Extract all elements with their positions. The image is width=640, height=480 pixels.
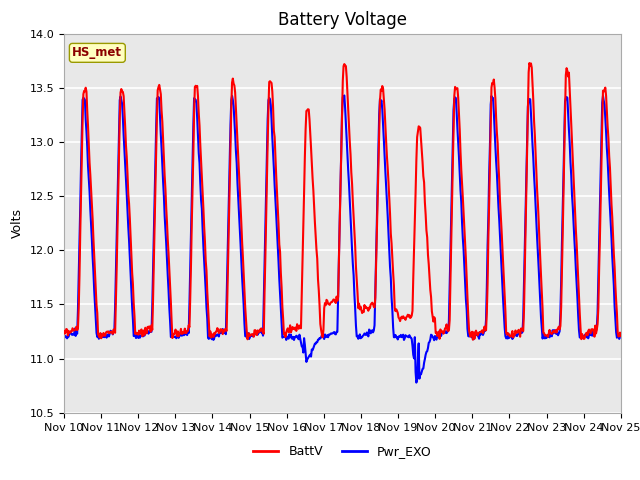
BattV [184, 328, 192, 334]
BattV [410, 247, 418, 253]
BattV [214, 325, 221, 331]
BattV [525, 60, 533, 66]
Pwr_EXO [413, 380, 420, 385]
BattV [127, 252, 135, 258]
Pwr_EXO [184, 327, 192, 333]
Pwr_EXO [428, 332, 436, 338]
Line: Pwr_EXO: Pwr_EXO [64, 96, 621, 383]
Y-axis label: Volts: Volts [11, 208, 24, 238]
Pwr_EXO [60, 335, 68, 340]
Pwr_EXO [70, 332, 78, 337]
Title: Battery Voltage: Battery Voltage [278, 11, 407, 29]
BattV [617, 333, 625, 339]
BattV [70, 328, 78, 334]
Pwr_EXO [411, 334, 419, 340]
BattV [426, 287, 434, 293]
Line: BattV: BattV [64, 63, 621, 340]
Pwr_EXO [340, 93, 348, 98]
Pwr_EXO [617, 332, 625, 338]
BattV [469, 337, 477, 343]
Legend: BattV, Pwr_EXO: BattV, Pwr_EXO [248, 441, 436, 463]
Pwr_EXO [214, 332, 221, 337]
Pwr_EXO [127, 286, 135, 291]
BattV [60, 328, 68, 334]
Text: HS_met: HS_met [72, 47, 122, 60]
